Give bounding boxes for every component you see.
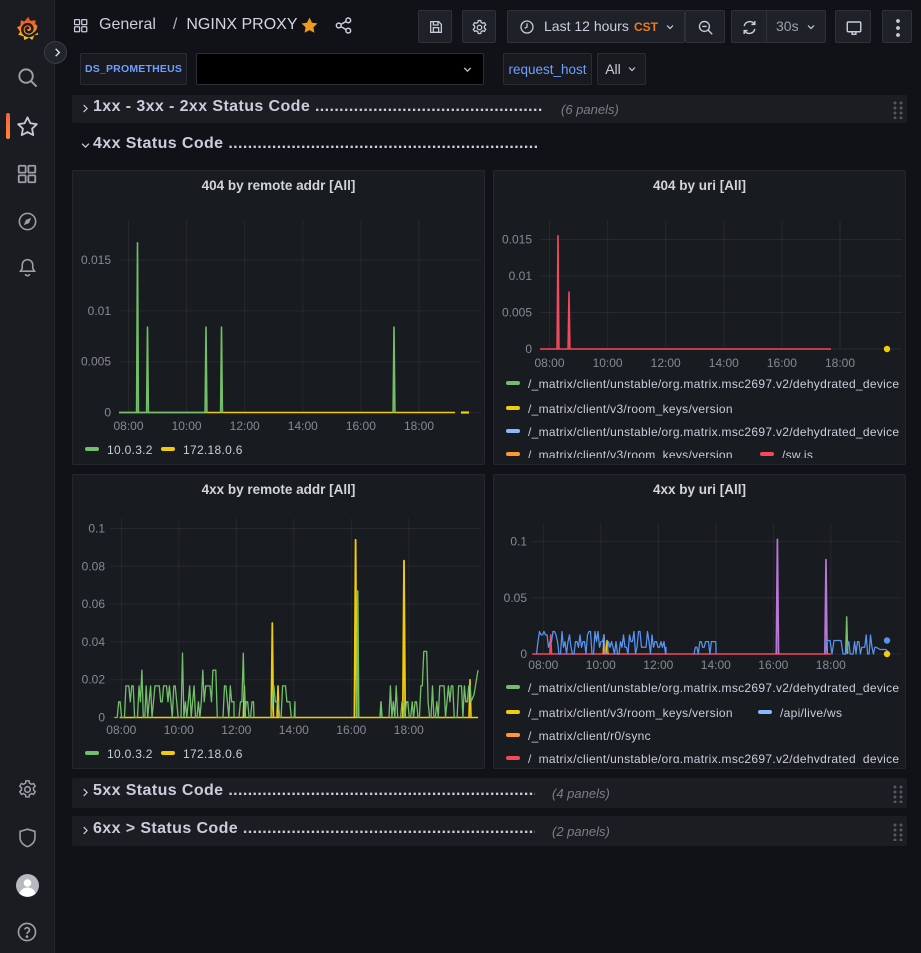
svg-text:0.08: 0.08 xyxy=(82,559,106,573)
svg-text:10:00: 10:00 xyxy=(593,356,623,370)
svg-text:0.015: 0.015 xyxy=(81,253,111,267)
svg-text:0.04: 0.04 xyxy=(82,635,106,649)
svg-text:18:00: 18:00 xyxy=(394,723,424,737)
svg-text:12:00: 12:00 xyxy=(643,658,673,672)
svg-text:12:00: 12:00 xyxy=(230,419,260,433)
svg-text:0.015: 0.015 xyxy=(502,233,532,247)
svg-text:18:00: 18:00 xyxy=(825,356,855,370)
svg-text:08:00: 08:00 xyxy=(528,658,558,672)
svg-text:0.1: 0.1 xyxy=(510,535,527,549)
svg-text:0.1: 0.1 xyxy=(88,522,105,536)
svg-text:0.01: 0.01 xyxy=(509,269,533,283)
svg-text:16:00: 16:00 xyxy=(346,419,376,433)
svg-text:0.02: 0.02 xyxy=(82,673,106,687)
svg-text:16:00: 16:00 xyxy=(758,658,788,672)
svg-text:18:00: 18:00 xyxy=(816,658,846,672)
svg-text:0: 0 xyxy=(525,342,532,356)
svg-text:10:00: 10:00 xyxy=(172,419,202,433)
svg-text:0: 0 xyxy=(520,647,527,661)
svg-text:08:00: 08:00 xyxy=(113,419,143,433)
svg-text:0.01: 0.01 xyxy=(88,304,112,318)
svg-text:08:00: 08:00 xyxy=(534,356,564,370)
svg-text:0: 0 xyxy=(98,711,105,725)
svg-text:12:00: 12:00 xyxy=(221,723,251,737)
svg-text:14:00: 14:00 xyxy=(288,419,318,433)
svg-text:10:00: 10:00 xyxy=(586,658,616,672)
svg-text:0.005: 0.005 xyxy=(81,355,111,369)
svg-text:14:00: 14:00 xyxy=(279,723,309,737)
svg-text:0.05: 0.05 xyxy=(504,591,528,605)
svg-text:14:00: 14:00 xyxy=(701,658,731,672)
svg-text:14:00: 14:00 xyxy=(709,356,739,370)
svg-text:16:00: 16:00 xyxy=(336,723,366,737)
svg-text:18:00: 18:00 xyxy=(404,419,434,433)
svg-text:0.06: 0.06 xyxy=(82,597,106,611)
svg-text:10:00: 10:00 xyxy=(164,723,194,737)
svg-text:12:00: 12:00 xyxy=(651,356,681,370)
svg-text:0.005: 0.005 xyxy=(502,306,532,320)
svg-text:08:00: 08:00 xyxy=(106,723,136,737)
svg-text:16:00: 16:00 xyxy=(767,356,797,370)
svg-text:0: 0 xyxy=(104,406,111,420)
